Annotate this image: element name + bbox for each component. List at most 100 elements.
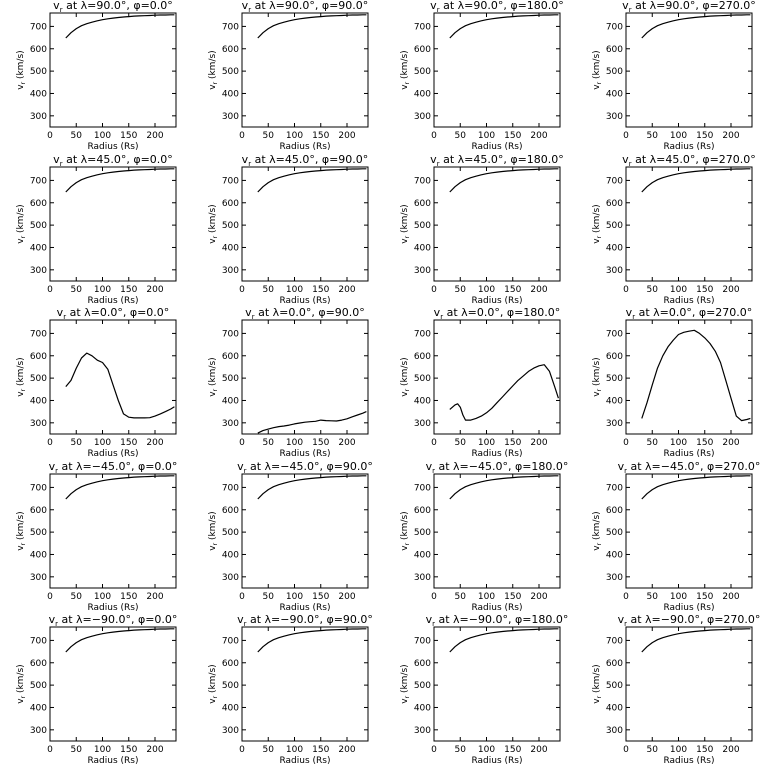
axes-frame — [241, 473, 369, 589]
axes-frame — [433, 166, 561, 282]
series-line — [641, 168, 751, 193]
x-axis-label: Radius (Rs) — [471, 603, 522, 613]
axes-frame — [49, 473, 177, 589]
y-tick-label: 600 — [222, 45, 239, 55]
x-tick-label: 0 — [239, 131, 245, 141]
x-tick-label: 100 — [94, 438, 111, 448]
y-axis-label: vr (km/s) — [16, 204, 27, 243]
y-tick-label: 400 — [222, 703, 239, 713]
y-axis-label: vr (km/s) — [208, 511, 219, 550]
y-axis-label: vr (km/s) — [592, 357, 603, 396]
y-axis-label: vr (km/s) — [400, 357, 411, 396]
x-tick-label: 0 — [431, 745, 437, 755]
panel-3-0: vr at λ=−45.0°, φ=0.0° 0 50 100 150 200 300 400… — [16, 460, 177, 613]
series-line — [641, 628, 751, 653]
y-tick-label: 400 — [222, 89, 239, 99]
panel-title: vr at λ=−90.0°, φ=90.0° — [237, 613, 373, 628]
panel-2-1: vr at λ=0.0°, φ=90.0° 0 50 100 150 200 300 400 5… — [208, 306, 369, 459]
y-tick-label: 700 — [414, 22, 431, 32]
series-line — [257, 475, 367, 500]
x-axis-label: Radius (Rs) — [663, 603, 714, 613]
x-tick-label: 0 — [47, 438, 53, 448]
x-tick-label: 200 — [722, 592, 739, 602]
panel-1-3: vr at λ=45.0°, φ=270.0° 0 50 100 150 200 300 40… — [592, 153, 756, 306]
panel-title: vr at λ=0.0°, φ=180.0° — [434, 306, 561, 321]
x-tick-label: 200 — [338, 745, 355, 755]
y-tick-label: 600 — [30, 506, 47, 516]
x-tick-label: 150 — [120, 285, 137, 295]
y-tick-label: 600 — [414, 199, 431, 209]
x-tick-label: 200 — [530, 745, 547, 755]
axes-frame — [433, 12, 561, 128]
y-tick-label: 300 — [30, 573, 47, 583]
y-tick-label: 500 — [414, 528, 431, 538]
x-tick-label: 0 — [239, 285, 245, 295]
series-line — [257, 168, 367, 193]
y-tick-label: 300 — [30, 726, 47, 736]
y-tick-label: 700 — [222, 636, 239, 646]
x-axis-label: Radius (Rs) — [663, 449, 714, 459]
x-tick-label: 100 — [670, 285, 687, 295]
x-tick-label: 50 — [263, 131, 275, 141]
y-tick-label: 400 — [606, 703, 623, 713]
x-tick-label: 150 — [120, 438, 137, 448]
x-tick-label: 100 — [478, 131, 495, 141]
axes-frame — [625, 12, 753, 128]
y-tick-label: 500 — [222, 374, 239, 384]
x-tick-label: 50 — [455, 438, 467, 448]
axes-frame — [241, 319, 369, 435]
x-tick-label: 0 — [431, 592, 437, 602]
y-tick-label: 700 — [606, 483, 623, 493]
x-tick-label: 100 — [478, 438, 495, 448]
y-axis-label: vr (km/s) — [592, 204, 603, 243]
panel-4-0: vr at λ=−90.0°, φ=0.0° 0 50 100 150 200 300 400… — [16, 613, 177, 766]
y-tick-label: 600 — [414, 506, 431, 516]
panel-title: vr at λ=0.0°, φ=0.0° — [57, 306, 170, 321]
x-tick-label: 50 — [647, 285, 659, 295]
x-tick-label: 150 — [504, 438, 521, 448]
panel-title: vr at λ=−45.0°, φ=0.0° — [49, 460, 178, 475]
y-tick-label: 700 — [30, 636, 47, 646]
panel-title: vr at λ=45.0°, φ=180.0° — [430, 153, 564, 168]
y-tick-label: 700 — [222, 483, 239, 493]
y-tick-label: 500 — [30, 374, 47, 384]
x-axis-label: Radius (Rs) — [279, 296, 330, 306]
y-tick-label: 300 — [606, 266, 623, 276]
axes-frame — [625, 626, 753, 742]
x-tick-label: 200 — [530, 592, 547, 602]
x-tick-label: 150 — [120, 131, 137, 141]
panel-1-2: vr at λ=45.0°, φ=180.0° 0 50 100 150 200 300 40… — [400, 153, 564, 306]
y-tick-label: 300 — [414, 112, 431, 122]
x-tick-label: 100 — [286, 438, 303, 448]
y-axis-label: vr (km/s) — [16, 664, 27, 703]
y-tick-label: 700 — [606, 636, 623, 646]
panel-1-1: vr at λ=45.0°, φ=90.0° 0 50 100 150 200 300 400… — [208, 153, 369, 306]
x-tick-label: 150 — [504, 592, 521, 602]
x-tick-label: 100 — [94, 592, 111, 602]
x-tick-label: 0 — [623, 745, 629, 755]
axes-frame — [433, 473, 561, 589]
y-tick-label: 500 — [414, 374, 431, 384]
x-tick-label: 50 — [455, 285, 467, 295]
y-axis-label: vr (km/s) — [16, 357, 27, 396]
x-tick-label: 200 — [146, 745, 163, 755]
x-tick-label: 100 — [94, 131, 111, 141]
x-axis-label: Radius (Rs) — [87, 603, 138, 613]
x-tick-label: 50 — [263, 438, 275, 448]
x-tick-label: 0 — [431, 438, 437, 448]
y-tick-label: 400 — [414, 396, 431, 406]
y-tick-label: 600 — [222, 352, 239, 362]
y-tick-label: 500 — [606, 67, 623, 77]
y-tick-label: 300 — [414, 726, 431, 736]
y-tick-label: 500 — [414, 681, 431, 691]
x-tick-label: 50 — [455, 131, 467, 141]
y-tick-label: 300 — [606, 726, 623, 736]
panel-title: vr at λ=0.0°, φ=90.0° — [245, 306, 365, 321]
x-tick-label: 0 — [47, 592, 53, 602]
y-tick-label: 400 — [606, 243, 623, 253]
series-line — [449, 14, 559, 39]
x-tick-label: 200 — [530, 285, 547, 295]
x-tick-label: 200 — [146, 592, 163, 602]
y-tick-label: 400 — [222, 243, 239, 253]
y-axis-label: vr (km/s) — [400, 664, 411, 703]
